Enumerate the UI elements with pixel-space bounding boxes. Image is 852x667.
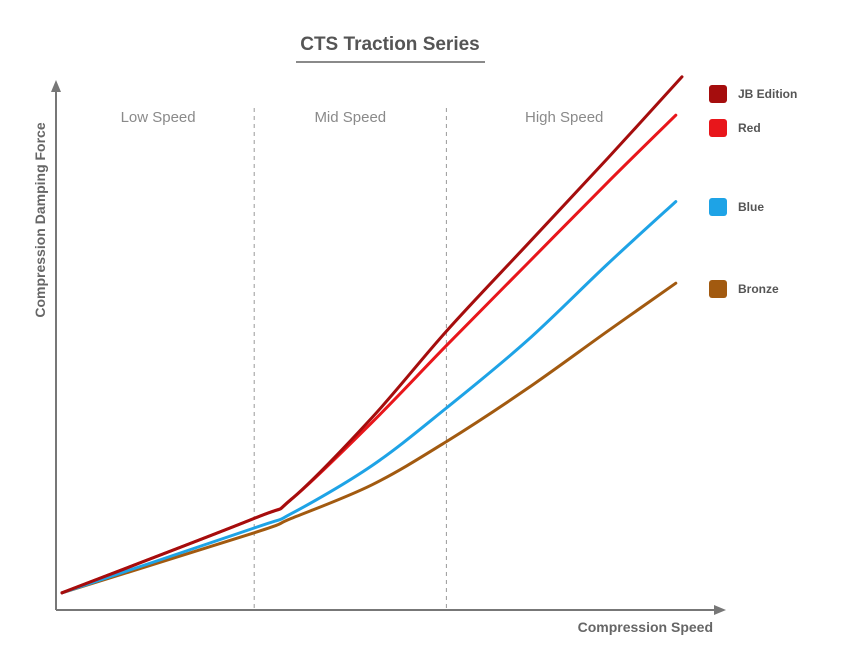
region-label: High Speed <box>525 109 603 126</box>
speed-regions: Low Speed Mid Speed High Speed <box>121 108 603 608</box>
legend-label: Bronze <box>738 282 779 296</box>
series-line-bronze <box>60 281 678 595</box>
x-axis-arrow <box>714 605 726 615</box>
legend-label: Red <box>738 121 761 135</box>
legend-swatch <box>709 85 727 103</box>
legend-swatch <box>709 280 727 298</box>
y-axis-label: Compression Damping Force <box>32 122 48 317</box>
legend-label: JB Edition <box>738 87 797 101</box>
chart-title: CTS Traction Series <box>300 34 480 55</box>
x-axis-label: Compression Speed <box>578 619 713 635</box>
legend-label: Blue <box>738 200 764 214</box>
y-axis-arrow <box>51 80 61 92</box>
legend-swatch <box>709 119 727 137</box>
series-lines <box>60 75 684 595</box>
legend-swatch <box>709 198 727 216</box>
region-label: Mid Speed <box>314 109 386 126</box>
series-line-blue <box>60 200 678 595</box>
series-line-jb-edition <box>60 75 684 595</box>
region-label: Low Speed <box>121 109 196 126</box>
legend: JB Edition Red Blue Bronze <box>709 85 797 298</box>
series-line-red <box>60 113 678 595</box>
